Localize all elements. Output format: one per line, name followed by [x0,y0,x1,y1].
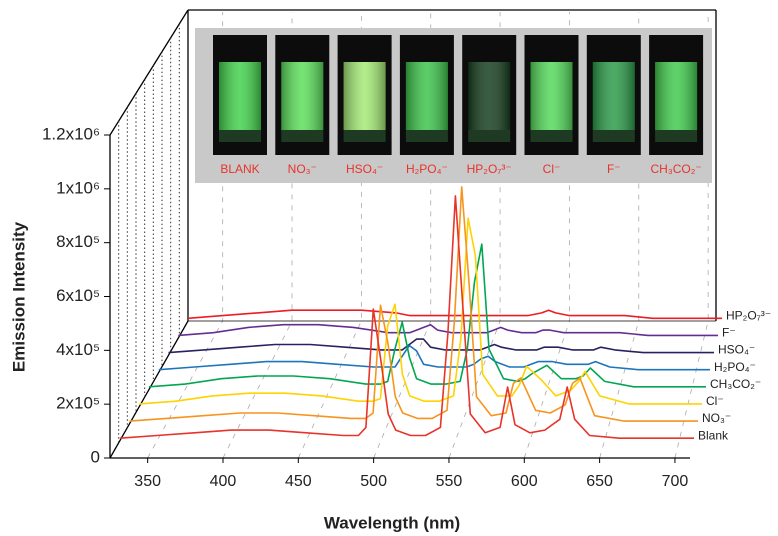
series-line [139,217,702,405]
grid-line [599,12,640,459]
series-line [168,338,714,354]
legend-label: CH₃CO₂⁻ [710,377,761,391]
grid-line [674,12,709,459]
depth-grid [118,23,180,443]
y-axis-title: Emission Intensity [9,221,28,372]
x-tick-label: 650 [586,473,613,490]
traces [119,186,722,440]
inset-label: HSO₄⁻ [346,162,383,176]
vial-base [343,130,386,142]
labels: 350 400 450 500 550 600 650 700 0 2x10⁵ 4x10⁵ 6x10⁵… [42,124,771,490]
inset-label: NO₃⁻ [288,162,317,176]
legend-label: HSO₄⁻ [718,343,755,357]
legend-label: NO₃⁻ [702,411,731,425]
inset-label: CH₃CO₂⁻ [650,162,701,176]
legend-label: Cl⁻ [706,394,724,408]
x-axis-title: Wavelength (nm) [324,513,460,532]
x-tick-label: 450 [285,473,312,490]
y-tick-label: 1x10⁶ [56,178,100,197]
vial-base [655,130,698,142]
x-tick-label: 600 [511,473,538,490]
series-line [158,344,710,371]
legend-label: Blank [698,428,729,442]
series-line [187,309,722,320]
y-tick-label: 0 [91,447,100,466]
vial-shade [655,62,698,130]
y-tick-label: 8x10⁵ [56,232,100,251]
series-line [178,323,718,337]
inset-label: HP₂O₇³⁻ [467,162,512,176]
vial-shade [405,62,448,130]
vial-base [530,130,573,142]
x-tick-label: 350 [134,473,161,490]
y-tick-label: 4x10⁵ [56,340,100,359]
inset-label: F⁻ [607,162,621,176]
vial-base [468,130,511,142]
vial-base [405,130,448,142]
y-tick-label: 2x10⁵ [56,394,100,413]
axes-box [109,9,717,459]
legend-label: F⁻ [722,326,736,340]
x-tick-label: 400 [210,473,237,490]
series-line [119,195,694,440]
x-tick-label: 550 [436,473,463,490]
vial-base [219,130,261,142]
vial-base [592,130,635,142]
legend-label: H₂PO₄⁻ [714,360,756,374]
legend-label: HP₂O₇³⁻ [726,308,771,322]
vial-base [281,130,324,142]
series-line [129,186,698,422]
vial-shade [343,62,386,130]
vial-shade [468,62,511,130]
inset-label: BLANK [220,162,259,176]
x-tick-label: 700 [662,473,689,490]
vial-shade [281,62,324,130]
vial-shade [530,62,573,130]
vial-shade [592,62,635,130]
inset-photo: BLANK NO₃⁻ HSO₄⁻ H₂PO₄⁻ HP₂O₇³⁻ Cl⁻ F⁻ CH₃CO₂⁻ [195,28,712,183]
vial-shade [219,62,261,130]
wall-edge [109,9,189,136]
inset-label: Cl⁻ [543,162,561,176]
y-tick-label: 1.2x10⁶ [42,124,100,143]
floor-edge [109,320,189,459]
x-tick-label: 500 [360,473,387,490]
inset-label: H₂PO₄⁻ [406,162,448,176]
y-tick-label: 6x10⁵ [56,286,100,305]
